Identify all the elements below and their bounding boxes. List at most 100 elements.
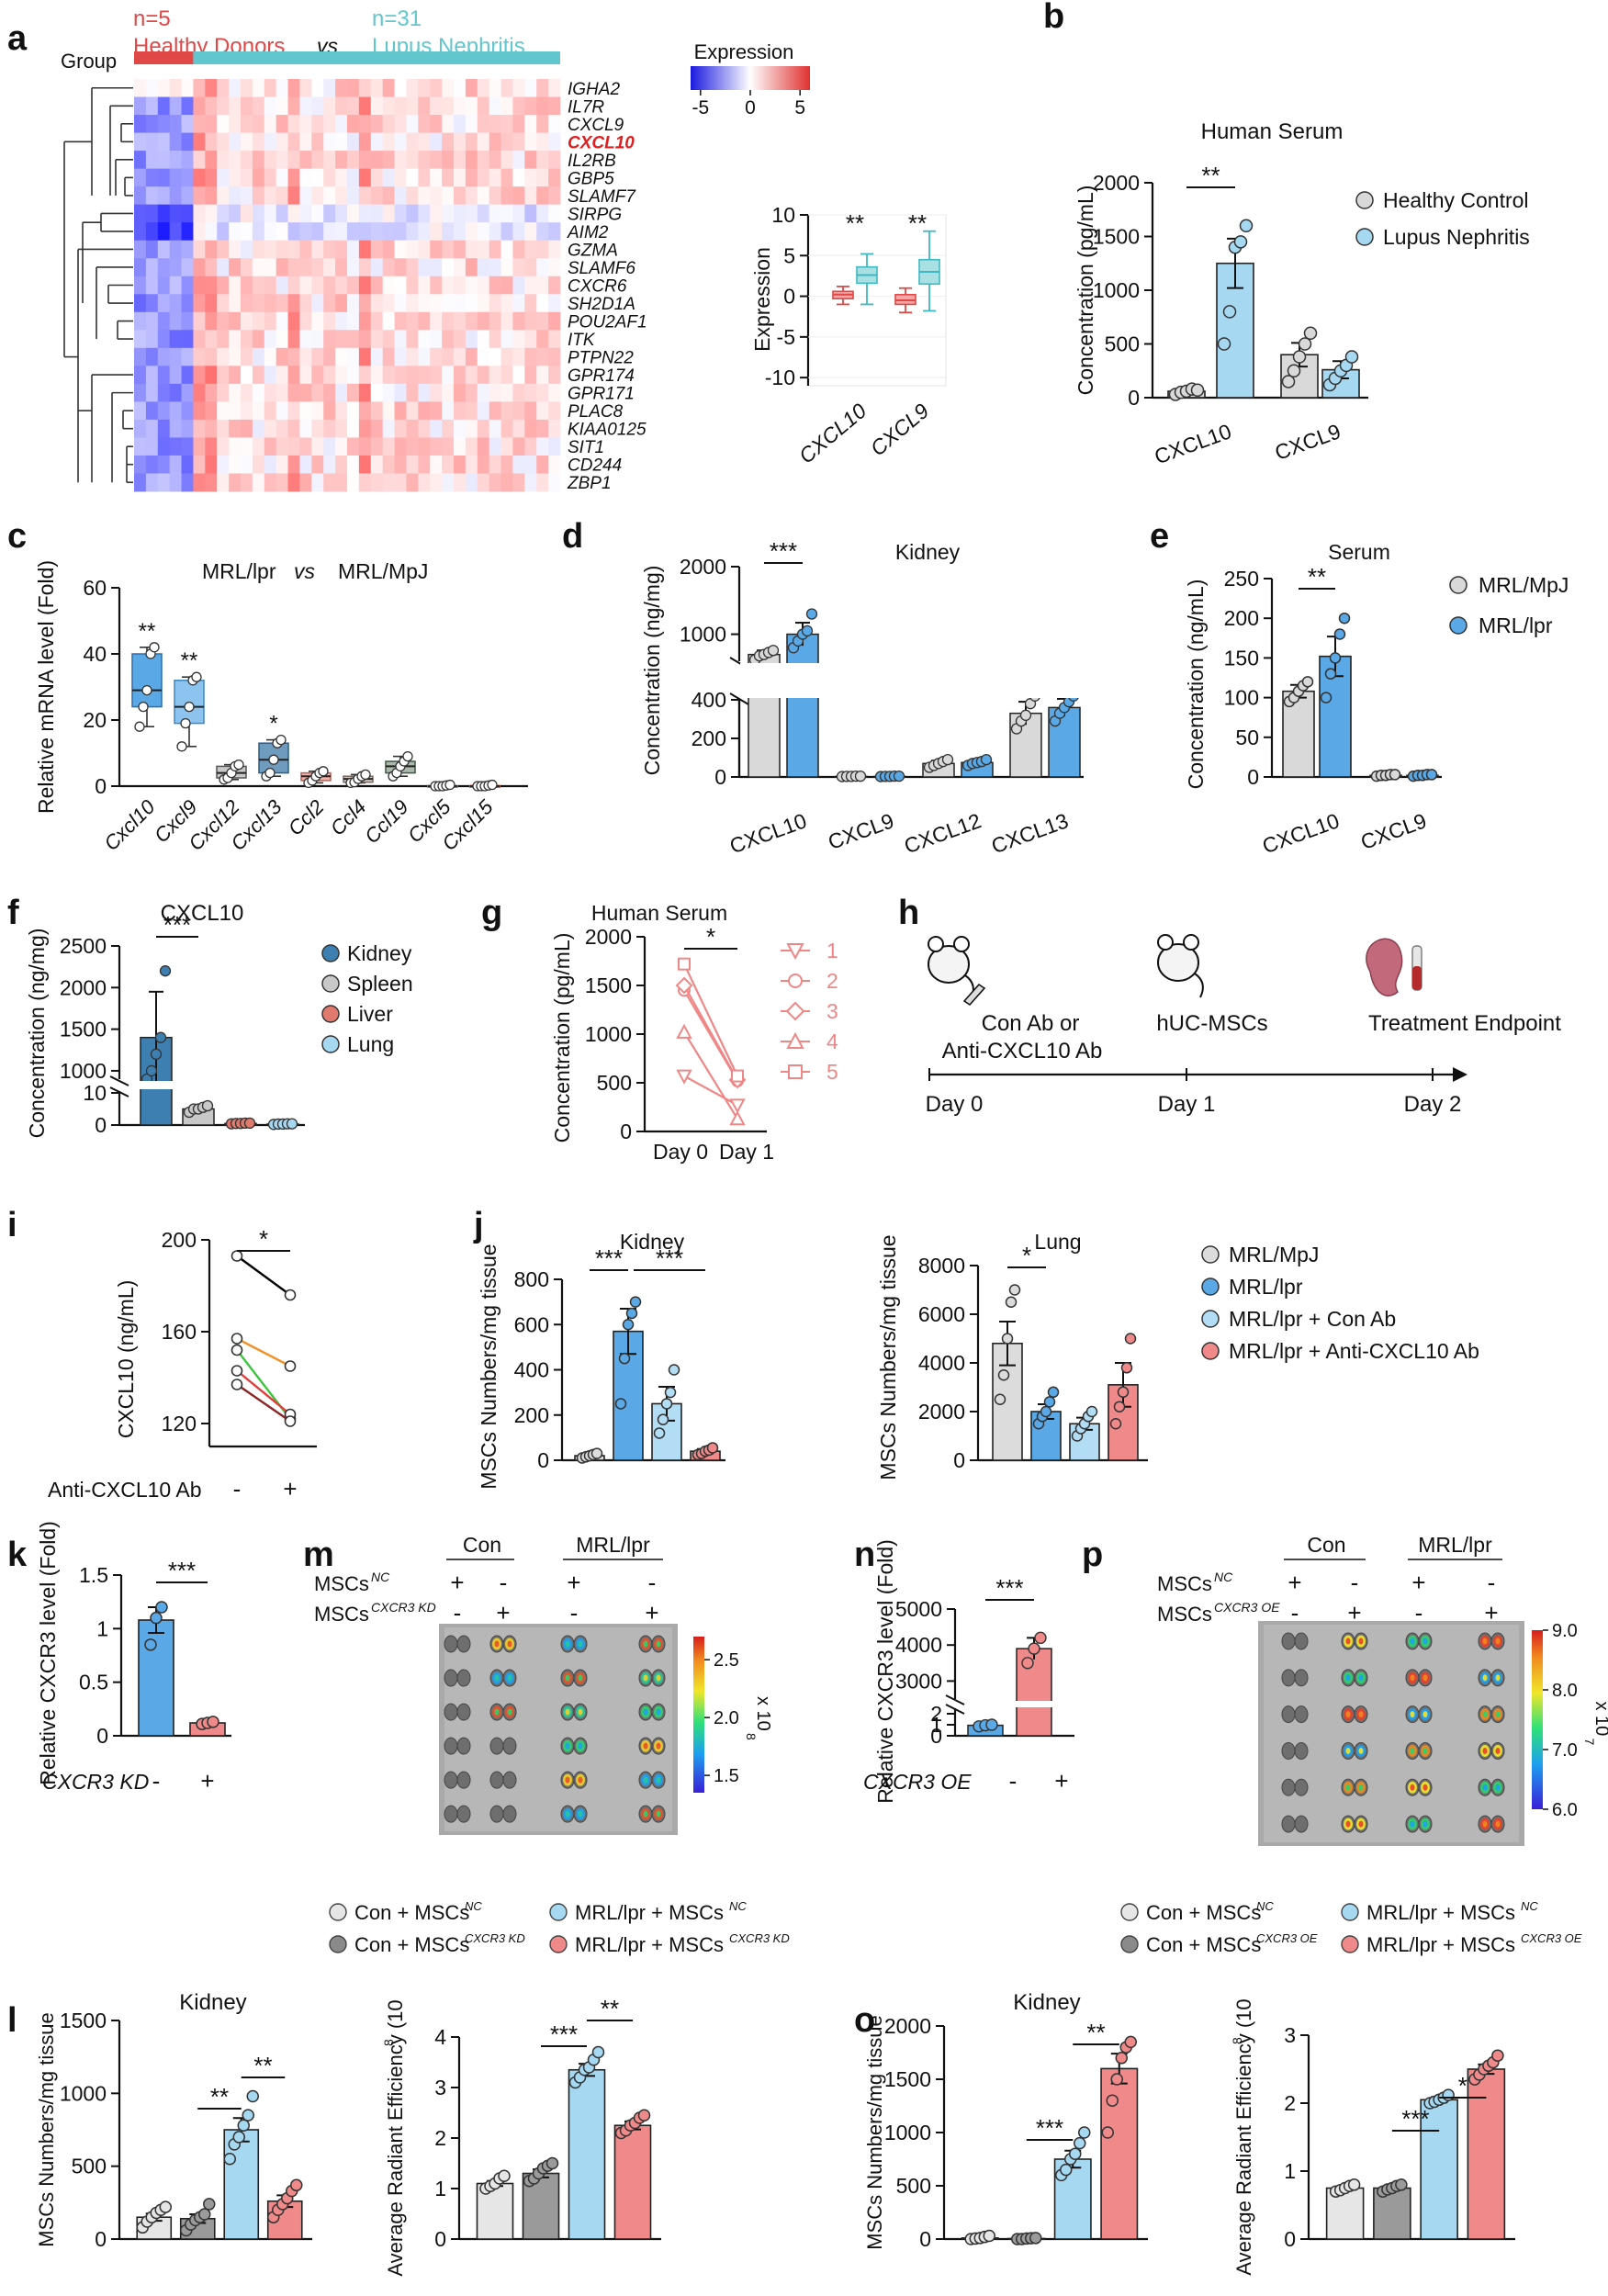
data-point xyxy=(618,1352,631,1365)
heatmap-cell xyxy=(418,347,431,366)
heatmap-cell xyxy=(217,419,230,438)
heatmap-cell xyxy=(311,383,324,402)
heatmap-cell xyxy=(430,168,443,187)
data-point xyxy=(360,769,371,781)
kidney-pair xyxy=(1478,1632,1505,1650)
data-point xyxy=(231,1250,243,1262)
signal-core xyxy=(656,1674,661,1682)
heatmap-cell xyxy=(193,79,206,97)
y-tick-label: 0 xyxy=(95,1113,107,1137)
heatmap-cell xyxy=(169,96,182,116)
heatmap-cell xyxy=(252,276,265,295)
heatmap-cell xyxy=(241,79,253,97)
heatmap-cell xyxy=(489,222,501,242)
heatmap-cell xyxy=(347,437,360,456)
y-tick-label: 160 xyxy=(162,1320,197,1344)
data-point xyxy=(653,1427,666,1439)
heatmap-cell xyxy=(524,186,537,206)
heatmap-cell xyxy=(299,240,312,259)
heatmap-cell xyxy=(181,79,194,97)
column-group-label: Con xyxy=(463,1533,501,1557)
data-point xyxy=(176,741,187,752)
data-point xyxy=(231,1344,243,1356)
series-marker xyxy=(676,1069,692,1085)
heatmap-cell xyxy=(241,204,253,223)
heatmap-cell xyxy=(418,311,431,331)
heatmap-cell xyxy=(181,437,194,456)
heatmap-cell xyxy=(370,383,384,402)
heatmap-cell xyxy=(370,79,384,97)
data-point xyxy=(1117,1386,1130,1399)
kidney-organ xyxy=(1281,1815,1296,1833)
heatmap-cell xyxy=(335,240,348,259)
legend-marker xyxy=(786,943,804,961)
heatmap-cell xyxy=(430,473,443,492)
series-line xyxy=(236,1337,291,1367)
heatmap-cell xyxy=(311,401,324,421)
data-point xyxy=(801,625,814,637)
heatmap-cell xyxy=(169,330,182,349)
heatmap-cell xyxy=(465,419,478,438)
data-point xyxy=(893,771,905,782)
heatmap-cell xyxy=(370,115,384,133)
heatmap-cell xyxy=(299,294,312,313)
heatmap-cell xyxy=(252,455,265,474)
heatmap-cell xyxy=(181,258,194,277)
y-tick-label: 1.5 xyxy=(79,1563,108,1587)
heatmap-cell xyxy=(264,311,277,331)
heatmap-cell xyxy=(335,311,348,331)
heatmap-cell xyxy=(500,401,513,421)
heatmap-cell xyxy=(500,186,513,206)
heatmap-cell xyxy=(275,79,288,97)
data-point xyxy=(1344,350,1359,364)
legend-label: MRL/MpJ xyxy=(1479,573,1569,597)
heatmap-cell xyxy=(134,437,147,456)
heatmap-cell xyxy=(418,115,431,133)
gene-label: SH2D1A xyxy=(568,295,635,314)
significance-label: *** xyxy=(1036,2114,1063,2142)
legend-label: Kidney xyxy=(347,941,412,965)
signal-core xyxy=(656,1640,661,1648)
significance-label: ** xyxy=(846,209,864,237)
mouse-ear xyxy=(928,936,944,952)
heatmap-cell xyxy=(335,186,348,206)
heatmap-cell xyxy=(418,186,431,206)
heatmap-cell xyxy=(205,168,218,187)
heatmap-cell xyxy=(275,276,288,295)
signal-core xyxy=(578,1640,583,1648)
legend-label: Con + MSCs xyxy=(354,1901,469,1924)
heatmap-cell xyxy=(489,96,501,116)
data-point xyxy=(246,2089,259,2103)
data-point xyxy=(233,759,244,771)
heatmap-cell xyxy=(299,222,312,242)
heatmap-cell xyxy=(229,222,242,242)
y-tick-label: 2 xyxy=(434,2126,446,2150)
heatmap-cell xyxy=(489,437,501,456)
data-point xyxy=(660,1398,673,1410)
heatmap-cell xyxy=(465,222,478,242)
heatmap-cell xyxy=(181,347,194,366)
heatmap-cell xyxy=(358,240,372,259)
signal-core xyxy=(1495,1638,1501,1645)
y-tick-label: 60 xyxy=(83,576,107,600)
signal-core xyxy=(1410,1674,1415,1682)
heatmap-cell xyxy=(512,115,525,133)
kidney-organ xyxy=(1294,1632,1309,1650)
legend-marker xyxy=(549,1935,568,1953)
heatmap-cell xyxy=(252,186,265,206)
heatmap-cell xyxy=(500,258,513,277)
y-tick-label: 0 xyxy=(1247,765,1259,789)
heatmap-cell xyxy=(347,401,360,421)
heatmap-cell xyxy=(323,311,336,331)
heatmap-cell xyxy=(145,437,159,456)
heatmap-cell xyxy=(536,294,549,313)
heatmap-cell xyxy=(241,151,253,170)
heatmap-cell xyxy=(264,132,277,152)
heatmap-cell xyxy=(217,347,230,366)
gene-label: GPR174 xyxy=(568,366,635,386)
heatmap-cell xyxy=(454,401,467,421)
sign-row2: + xyxy=(1347,1599,1361,1626)
heatmap-cell xyxy=(252,240,265,259)
y-tick-label: -5 xyxy=(777,325,795,349)
data-point xyxy=(1124,2035,1137,2049)
